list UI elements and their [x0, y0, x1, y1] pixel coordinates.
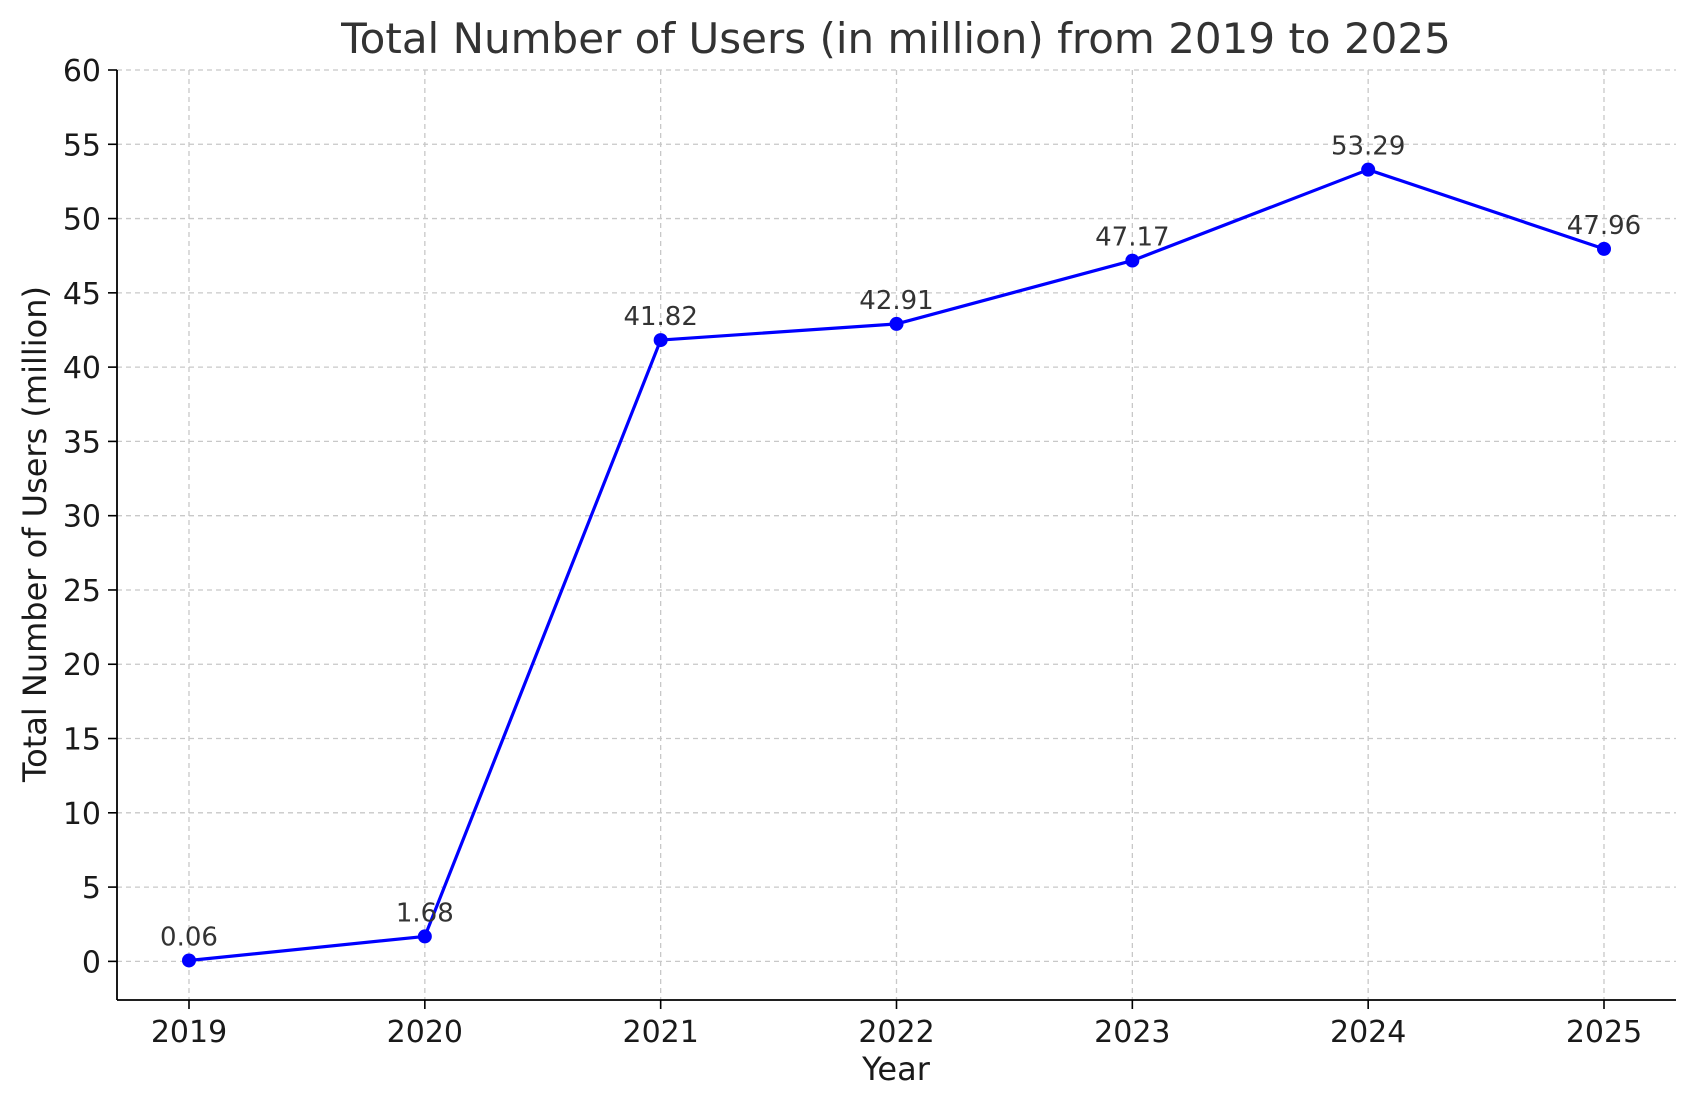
data-label: 47.96 [1567, 211, 1641, 241]
y-tick-label: 15 [63, 723, 101, 758]
axes [108, 69, 1676, 1009]
y-tick-label: 40 [63, 351, 101, 386]
data-point [1597, 241, 1611, 256]
y-tick-label: 55 [63, 128, 101, 163]
y-tick-label: 20 [63, 648, 101, 683]
data-label: 47.17 [1095, 223, 1169, 253]
x-tick-label: 2019 [151, 1015, 227, 1050]
data-point [1361, 162, 1376, 177]
data-point [182, 953, 196, 968]
x-tick-label: 2020 [387, 1015, 463, 1050]
y-tick-label: 60 [63, 54, 101, 89]
y-tick-label: 25 [63, 574, 101, 609]
data-label: 41.82 [623, 302, 697, 332]
x-tick-label: 2021 [622, 1015, 698, 1050]
y-tick-label: 30 [63, 500, 101, 535]
data-point [1125, 253, 1140, 268]
x-tick-label: 2025 [1566, 1015, 1642, 1050]
y-tick-label: 0 [82, 945, 101, 980]
y-tick-label: 10 [63, 797, 101, 832]
grid [117, 69, 1676, 1000]
y-tick-label: 35 [63, 425, 101, 460]
y-tick-label: 5 [82, 871, 101, 906]
data-point [417, 929, 432, 944]
data-series [182, 162, 1611, 968]
chart-title: Total Number of Users (in million) from … [340, 14, 1451, 63]
y-tick-label: 45 [63, 277, 101, 312]
x-tick-label: 2024 [1330, 1015, 1406, 1050]
data-label: 42.91 [859, 286, 933, 316]
data-label: 0.06 [160, 922, 218, 952]
data-point [653, 333, 668, 348]
x-tick-label: 2023 [1094, 1015, 1170, 1050]
data-labels: 0.06 1.68 41.82 42.91 47.17 53.29 47.96 [160, 132, 1641, 953]
x-axis-label: Year [861, 1050, 931, 1088]
y-axis-label: Total Number of Users (million) [16, 286, 54, 783]
data-point [889, 316, 904, 331]
data-label: 53.29 [1331, 132, 1405, 162]
data-label: 1.68 [396, 898, 454, 928]
y-tick-label: 50 [63, 203, 101, 238]
x-tick-label: 2022 [858, 1015, 934, 1050]
